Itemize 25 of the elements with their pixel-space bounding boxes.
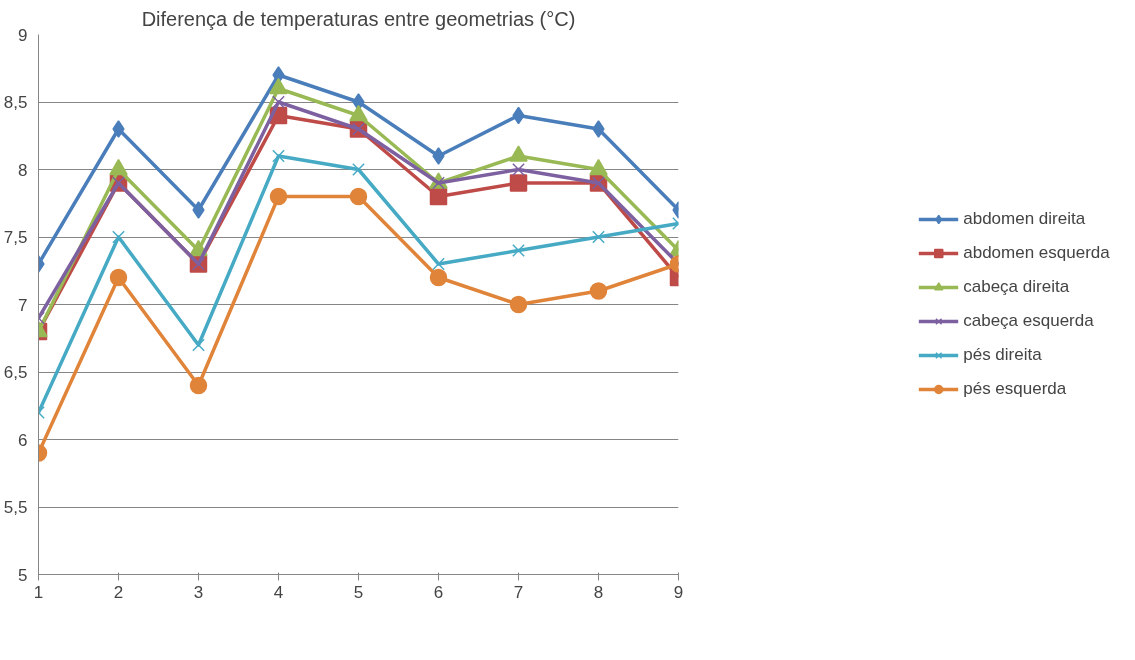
y-tick-label: 5 [18,565,28,585]
legend-label: pés esquerda [963,379,1067,399]
x-tick-label: 9 [673,582,684,602]
y-tick-label: 7 [18,295,28,315]
x-tick-label: 8 [593,582,604,602]
y-tick-label: 5,5 [3,498,28,517]
legend-label: pés direita [963,345,1042,365]
x-tick-label: 2 [113,582,124,602]
x-tick-label: 7 [513,582,524,602]
y-tick-label: 9 [18,25,28,45]
legend-label: abdomen esquerda [963,243,1110,263]
y-tick-label: 6 [18,430,28,450]
legend-label: cabeça esquerda [963,311,1094,331]
y-tick-label: 8 [18,160,28,180]
legend-label: cabeça direita [963,277,1070,297]
y-tick-label: 6,5 [3,363,28,382]
y-tick-label: 8,5 [3,93,28,112]
y-tick-label: 7,5 [3,228,28,247]
chart-title: Diferença de temperaturas entre geometrias (°C) [141,7,576,30]
legend-label: abdomen direita [963,209,1086,229]
x-tick-label: 6 [433,582,444,602]
x-tick-label: 3 [193,582,204,602]
x-tick-label: 1 [33,582,44,602]
x-tick-label: 4 [273,582,284,602]
x-tick-label: 5 [353,582,364,602]
